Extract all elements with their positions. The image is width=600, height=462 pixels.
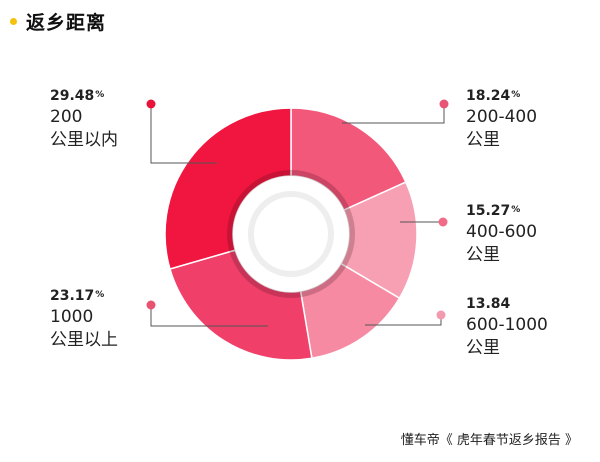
donut-slice-0 [164,107,292,270]
donut-slice-1 [290,107,407,212]
slice-name-4-line2: 公里以上 [50,330,118,350]
leader-dot-0 [146,99,156,109]
leader-line-1 [342,104,445,124]
donut-slice-4 [169,249,313,361]
slice-unit-4: % [95,290,105,300]
slice-name-1-line1: 200-400 [466,107,538,127]
leader-dot-4 [146,300,156,310]
slice-unit-2: % [511,205,521,215]
slice-name-0-line2: 公里以内 [50,130,118,150]
slice-label-4: 23.17% 1000 公里以上 [50,288,118,350]
leader-dot-2 [438,217,448,227]
slice-unit-1: % [511,90,521,100]
source-caption: 懂车帝《 虎年春节返乡报告 》 [400,433,578,448]
slice-name-3-line2: 公里 [466,338,500,358]
slice-label-0: 29.48% 200 公里以内 [50,88,118,150]
bullet-dot-icon [10,18,17,25]
slice-label-2: 15.27% 400-600 公里 [466,203,537,265]
slice-value-1: 18.24 [466,88,511,104]
leader-dot-1 [439,99,449,109]
slice-value-4: 23.17 [50,288,95,304]
chart-title: 返乡距离 [26,12,107,34]
slice-value-2: 15.27 [466,203,511,219]
slice-name-4-line1: 1000 [50,307,94,327]
slice-name-2-line2: 公里 [466,245,500,265]
donut-hole-glow [248,191,334,277]
slice-unit-0: % [95,90,105,100]
slice-label-3: 13.84 600-1000 公里 [466,296,548,358]
slice-name-3-line1: 600-1000 [466,315,548,335]
slice-name-2-line1: 400-600 [466,222,538,242]
slice-name-1-line2: 公里 [466,130,500,150]
slice-name-0-line1: 200 [50,107,83,127]
leader-dot-3 [436,310,446,320]
donut-inner-ring [227,170,355,298]
leader-line-4 [150,305,268,327]
leader-line-0 [150,104,217,164]
slice-label-1: 18.24% 200-400 公里 [466,88,537,150]
chart-header: 返乡距离 [10,8,106,35]
slice-value-0: 29.48 [50,88,95,104]
slice-value-3: 13.84 [466,296,511,312]
